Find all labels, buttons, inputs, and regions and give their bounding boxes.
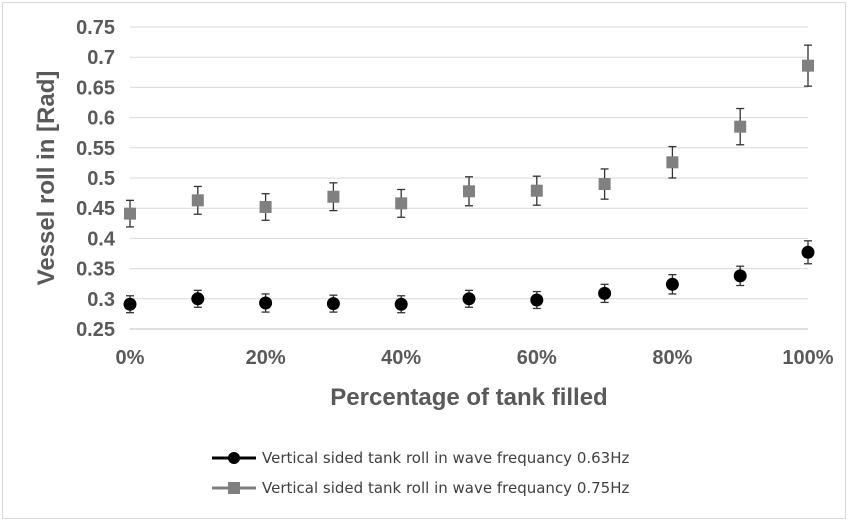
x-axis-ticks: 0% 20% 40% 60% 80% 100% bbox=[116, 347, 834, 369]
data-point-square bbox=[530, 184, 543, 197]
x-tick-label: 60% bbox=[517, 347, 557, 369]
y-tick-label: 0.7 bbox=[87, 47, 115, 69]
data-point-circle bbox=[733, 269, 747, 283]
legend-label: Vertical sided tank roll in wave frequan… bbox=[262, 479, 630, 497]
legend-label: Vertical sided tank roll in wave frequan… bbox=[262, 449, 630, 467]
x-tick-label: 20% bbox=[246, 347, 286, 369]
data-point-square bbox=[327, 190, 340, 203]
y-tick-label: 0.6 bbox=[87, 108, 115, 130]
data-point-square bbox=[259, 200, 272, 213]
y-tick-label: 0.45 bbox=[76, 198, 115, 220]
y-tick-label: 0.65 bbox=[76, 77, 115, 99]
data-point-square bbox=[191, 194, 204, 207]
legend-marker-circle bbox=[228, 452, 240, 464]
x-tick-label: 40% bbox=[381, 347, 421, 369]
data-point-circle bbox=[801, 245, 815, 259]
data-point-circle bbox=[598, 286, 612, 300]
data-point-square bbox=[734, 120, 747, 133]
data-point-square bbox=[802, 59, 814, 72]
y-tick-label: 0.3 bbox=[87, 289, 115, 311]
y-tick-label: 0.4 bbox=[87, 228, 116, 250]
data-point-square bbox=[666, 156, 679, 169]
legend: Vertical sided tank roll in wave frequan… bbox=[212, 449, 630, 497]
data-point-circle bbox=[123, 297, 137, 311]
x-tick-label: 80% bbox=[652, 347, 692, 369]
data-point-circle bbox=[259, 296, 273, 310]
x-tick-label: 100% bbox=[782, 347, 833, 369]
data-marks bbox=[123, 44, 815, 314]
legend-marker-square bbox=[228, 482, 240, 494]
y-tick-label: 0.25 bbox=[76, 319, 115, 341]
data-point-circle bbox=[530, 293, 544, 307]
data-point-circle bbox=[665, 277, 679, 291]
y-axis-label: Vessel roll in [Rad] bbox=[33, 71, 60, 286]
y-tick-label: 0.55 bbox=[76, 138, 115, 160]
data-point-square bbox=[395, 197, 408, 210]
y-tick-label: 0.75 bbox=[76, 17, 115, 39]
x-tick-label: 0% bbox=[116, 347, 145, 369]
data-point-circle bbox=[326, 297, 340, 311]
gridlines bbox=[130, 26, 808, 330]
y-tick-label: 0.35 bbox=[76, 259, 115, 281]
data-point-square bbox=[463, 185, 475, 198]
data-point-circle bbox=[462, 292, 476, 306]
y-axis-ticks: 0.25 0.3 0.35 0.4 0.45 0.5 0.55 0.6 0.65 0.7 0.75 bbox=[76, 17, 116, 341]
data-point-square bbox=[124, 207, 136, 220]
data-point-square bbox=[598, 178, 611, 191]
data-point-circle bbox=[394, 297, 408, 311]
data-point-circle bbox=[191, 292, 205, 306]
x-axis-label: Percentage of tank filled bbox=[330, 384, 607, 411]
y-tick-label: 0.5 bbox=[87, 168, 115, 190]
